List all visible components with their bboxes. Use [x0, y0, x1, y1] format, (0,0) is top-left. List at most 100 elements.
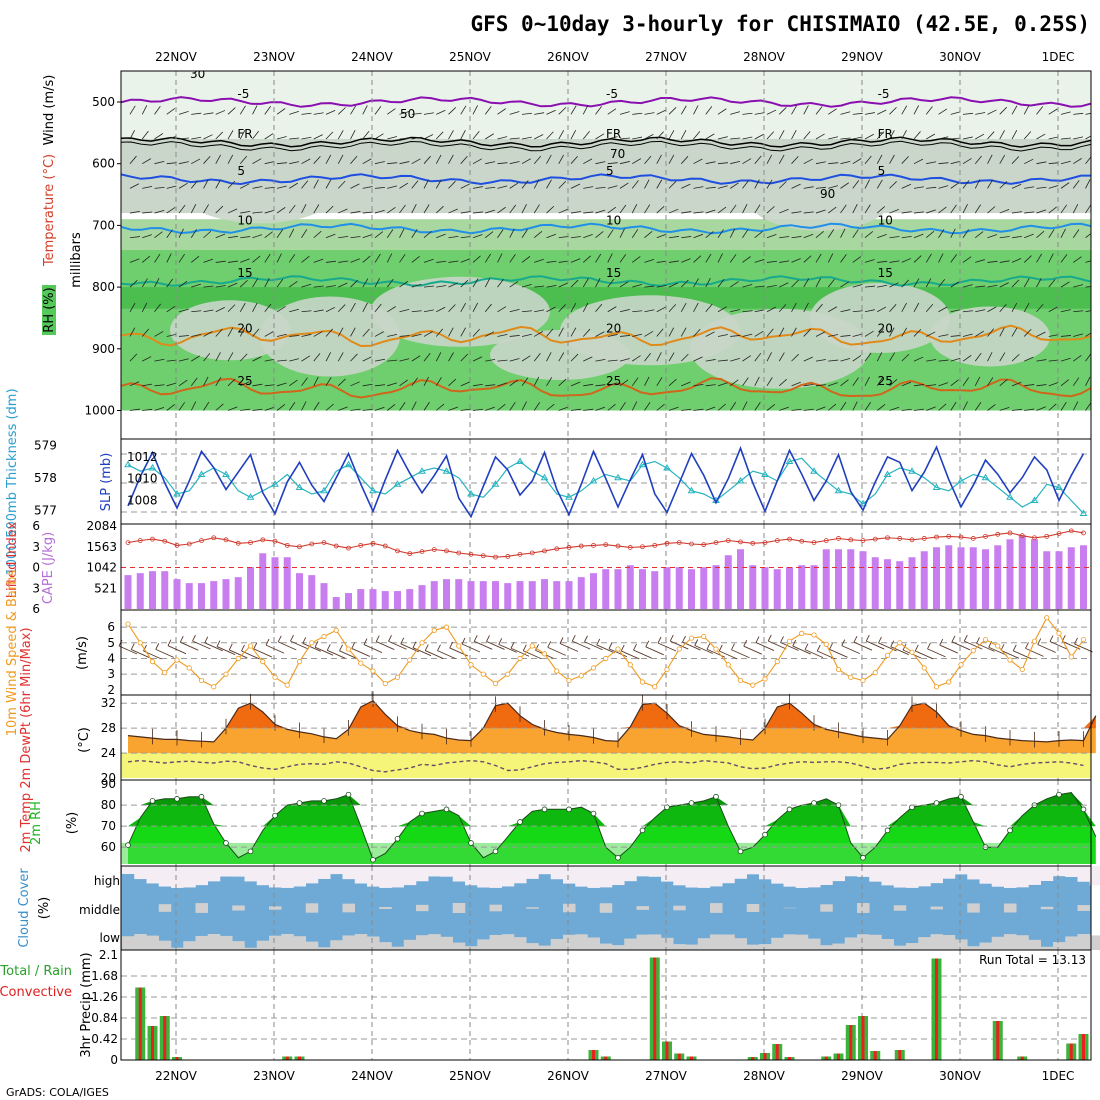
- wind-barb: [815, 331, 826, 337]
- wind-barb-feather: [412, 641, 417, 648]
- date-label-top: 30NOV: [939, 50, 981, 64]
- wind-speed-marker: [811, 632, 817, 638]
- wind-barb: [938, 136, 949, 140]
- lifted-index-marker: [125, 540, 131, 545]
- low-cloud-bar: [832, 943, 845, 950]
- wind-barb: [510, 647, 530, 657]
- cape-bar: [945, 545, 953, 609]
- wind-barb: [815, 186, 826, 189]
- wind-barb: [1073, 310, 1084, 313]
- wind-barb: [546, 403, 555, 411]
- wind-speed-marker: [529, 643, 535, 649]
- wind-barb: [264, 133, 274, 140]
- cape-bar: [896, 561, 904, 609]
- wind-barb: [215, 233, 226, 239]
- wind-barb: [252, 130, 260, 140]
- wind-barb: [1011, 327, 1018, 337]
- wind-barb: [448, 304, 456, 313]
- rh-marker: [541, 806, 548, 813]
- mid-cloud-bar: [416, 904, 429, 912]
- lifted-index-marker: [676, 540, 682, 545]
- wind-barb: [815, 253, 822, 263]
- wind-barb: [313, 331, 323, 337]
- precip-convective-bar: [298, 1056, 301, 1060]
- wind-barb: [472, 234, 483, 239]
- wind-barb: [1000, 649, 1020, 659]
- wind-barb: [803, 186, 814, 189]
- wind-barb: [644, 134, 654, 140]
- low-cloud-bar: [906, 943, 919, 950]
- wind-barb: [693, 158, 703, 165]
- wind-barb: [852, 136, 863, 140]
- high-cloud-bar: [599, 866, 613, 888]
- wind-barb: [154, 161, 165, 165]
- high-cloud-bar: [305, 866, 319, 884]
- wind-barb: [399, 182, 409, 189]
- wind-speed-marker: [872, 670, 878, 676]
- wind-speed-marker: [737, 677, 744, 684]
- wind-speed-marker: [590, 665, 597, 671]
- wind-barb: [570, 279, 579, 288]
- wind-barb: [264, 303, 272, 313]
- cape-bar: [259, 553, 267, 609]
- rh-marker: [884, 827, 891, 834]
- wind-barb: [840, 204, 847, 214]
- wind-barb-feather: [277, 635, 282, 643]
- wind-barb: [325, 109, 336, 115]
- wind-barb: [142, 158, 152, 165]
- high-cloud-bar: [795, 866, 809, 888]
- wind-barb: [693, 233, 704, 239]
- wind-speed-marker: [480, 671, 486, 677]
- wind-barb: [717, 206, 727, 214]
- wind-barb: [399, 111, 410, 115]
- wind-barb: [227, 180, 236, 189]
- wind-speed-marker: [615, 646, 621, 652]
- wind-barb: [644, 401, 651, 411]
- wind-barb: [485, 331, 495, 337]
- wind-barb: [962, 355, 972, 362]
- wind-barb: [840, 335, 851, 337]
- wind-barb: [680, 302, 687, 312]
- wind-barb: [154, 406, 165, 411]
- wind-barb: [288, 253, 296, 263]
- wind-barb: [595, 253, 602, 263]
- rh-contour-label: 30: [190, 67, 205, 81]
- thickness-marker: [638, 460, 647, 468]
- lifted-index-marker: [603, 542, 609, 548]
- wind-barb: [559, 643, 579, 652]
- low-cloud-bar: [612, 945, 625, 950]
- wind-barb: [1011, 211, 1022, 214]
- wind-barb: [387, 403, 396, 411]
- wind-barb: [423, 204, 430, 214]
- low-cloud-bar: [158, 940, 172, 950]
- wind-barb: [901, 302, 907, 312]
- wind-barb: [693, 211, 704, 214]
- precip-convective-bar: [861, 1016, 865, 1060]
- wind-barb: [264, 186, 275, 189]
- thickness-marker: [344, 460, 353, 468]
- wind-barb: [889, 352, 895, 362]
- high-cloud-bar: [501, 866, 515, 887]
- wind-speed-marker: [382, 680, 388, 687]
- high-cloud-bar: [746, 866, 760, 875]
- wind-barb: [533, 179, 540, 189]
- y-tick-label: 900: [92, 342, 115, 356]
- wind-barb: [754, 330, 764, 337]
- wind-barb: [313, 112, 324, 115]
- wind-barb: [1060, 254, 1068, 263]
- wind-barb: [472, 278, 479, 288]
- wind-barb: [999, 282, 1009, 288]
- cape-bar: [247, 567, 254, 609]
- lifted-index-marker: [750, 540, 756, 546]
- wind-barb: [399, 402, 406, 411]
- wind-barb: [1085, 310, 1091, 313]
- thickness-marker: [687, 486, 696, 494]
- thickness-marker: [932, 483, 941, 490]
- wind-barb: [766, 377, 773, 387]
- wind-barb: [142, 356, 152, 362]
- wind-barb: [362, 186, 373, 189]
- wind-barb: [1036, 278, 1042, 288]
- mid-cloud-bar: [563, 903, 576, 913]
- wind-barb: [840, 379, 849, 387]
- wind-barb: [474, 640, 493, 650]
